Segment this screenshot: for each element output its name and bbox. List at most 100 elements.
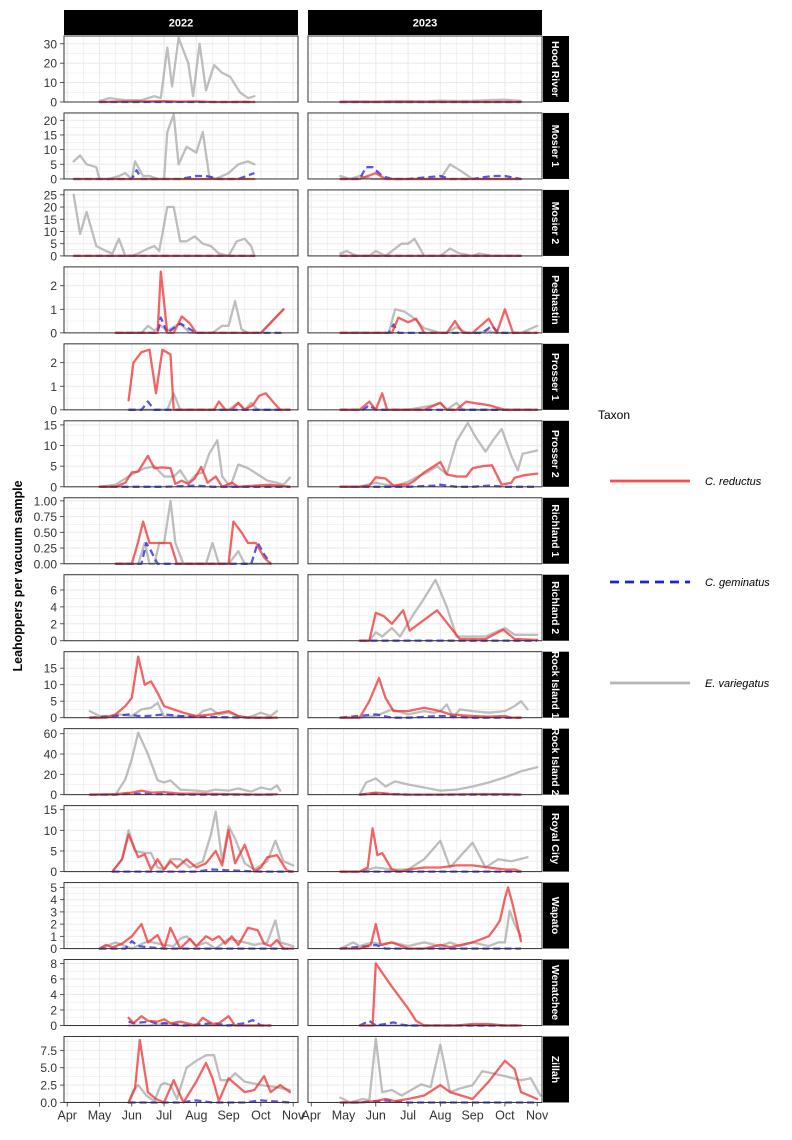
series-line-reductus bbox=[339, 460, 539, 488]
panel bbox=[307, 497, 543, 565]
series-line-reductus bbox=[98, 454, 292, 488]
panel bbox=[63, 497, 299, 565]
panel bbox=[307, 805, 543, 873]
panel-background bbox=[64, 1036, 298, 1103]
panel bbox=[307, 1035, 543, 1104]
y-tick-label: 4 bbox=[50, 600, 57, 614]
panel-border bbox=[63, 805, 299, 873]
site-strip bbox=[543, 959, 569, 1026]
x-tick-label: Apr bbox=[58, 1108, 77, 1122]
panel-border bbox=[307, 35, 543, 103]
y-tick-label: 0.25 bbox=[34, 542, 58, 556]
panel-background bbox=[308, 112, 542, 179]
y-tick-label: 15 bbox=[44, 418, 58, 432]
series-line-geminatus bbox=[340, 483, 538, 488]
panel bbox=[307, 882, 543, 950]
y-tick-label: 2 bbox=[50, 279, 57, 293]
panel-background bbox=[308, 1036, 542, 1103]
y-tick-label: 2 bbox=[50, 617, 57, 631]
y-tick-label: 0.0 bbox=[40, 1096, 57, 1110]
y-tick-label: 10 bbox=[44, 824, 58, 838]
series-line-reductus bbox=[358, 962, 523, 1027]
series-line-variegatus bbox=[98, 439, 292, 488]
site-strip-label: Rock Island 2 bbox=[549, 728, 561, 796]
site-strip bbox=[543, 497, 569, 564]
y-tick-label: 0 bbox=[50, 634, 57, 648]
legend-title: Taxon bbox=[598, 408, 630, 422]
series-line-reductus bbox=[358, 609, 539, 642]
legend-label-variegatus: E. variegatus bbox=[705, 678, 770, 690]
panel bbox=[63, 882, 299, 950]
y-tick-label: 0 bbox=[50, 865, 57, 879]
series-line-reductus bbox=[339, 676, 523, 719]
y-tick-label: 0 bbox=[50, 711, 57, 725]
strip-labels: 2022 2023 Hood River Mosier 1 Mosier 2 Peshas… bbox=[64, 10, 569, 1103]
site-strip-label: Wapato bbox=[549, 897, 561, 935]
x-tick-label: Nov bbox=[282, 1108, 305, 1122]
site-strip bbox=[543, 574, 569, 641]
x-tick-label: Jun bbox=[366, 1108, 386, 1122]
y-tick-label: 2.5 bbox=[40, 1079, 57, 1093]
y-tick-label: 1 bbox=[50, 303, 57, 317]
series-line-variegatus bbox=[358, 766, 539, 796]
y-tick-label: 0 bbox=[50, 249, 57, 263]
site-strip-label: Richland 2 bbox=[549, 581, 561, 634]
y-tick-label: 0.00 bbox=[34, 557, 58, 571]
series-line-variegatus bbox=[358, 578, 539, 642]
panel bbox=[63, 343, 299, 411]
panel bbox=[307, 112, 543, 181]
series-line-variegatus bbox=[111, 810, 295, 873]
y-tick-label: 10 bbox=[44, 439, 58, 453]
site-strip-label: Peshastin bbox=[549, 275, 561, 325]
panel-background bbox=[64, 266, 298, 333]
y-tick-label: 5 bbox=[50, 237, 57, 251]
x-tick-label: Jul bbox=[156, 1108, 172, 1122]
panel-border bbox=[307, 805, 543, 873]
y-tick-label: 0 bbox=[50, 96, 57, 110]
series-line-variegatus bbox=[339, 700, 529, 719]
y-tick-label: 10 bbox=[44, 225, 58, 239]
y-tick-label: 5 bbox=[50, 460, 57, 474]
site-strip-label: Rock Island 1 bbox=[549, 651, 561, 719]
panel-border bbox=[307, 343, 543, 411]
y-tick-label: 20 bbox=[44, 57, 58, 71]
panel-border bbox=[307, 1035, 543, 1103]
panel bbox=[307, 574, 543, 642]
y-tick-label: 0 bbox=[50, 480, 57, 494]
panel-border bbox=[63, 35, 299, 103]
x-tick-label: Jul bbox=[400, 1108, 416, 1122]
panel bbox=[307, 959, 543, 1027]
panel-border bbox=[63, 189, 299, 257]
site-strip-label: Prosser 1 bbox=[549, 353, 561, 401]
legend: Taxon C. reductus C. geminatus E. variegat… bbox=[598, 408, 770, 690]
y-tick-label: 15 bbox=[44, 662, 58, 676]
panel bbox=[63, 189, 299, 258]
site-strip-label: Mosier 1 bbox=[549, 125, 561, 168]
y-tick-label: 40 bbox=[44, 748, 58, 762]
y-tick-label: 25 bbox=[44, 188, 58, 202]
series-line-reductus bbox=[339, 392, 539, 411]
site-strip-label: Royal City bbox=[549, 813, 561, 865]
panel-border bbox=[307, 112, 543, 180]
x-tick-label: May bbox=[88, 1108, 112, 1122]
y-tick-label: 3 bbox=[50, 905, 57, 919]
y-tick-label: 1.00 bbox=[34, 494, 58, 508]
panel-border bbox=[63, 112, 299, 180]
series-line-geminatus bbox=[115, 541, 272, 565]
y-tick-label: 0 bbox=[50, 326, 57, 340]
site-strip-label: Richland 1 bbox=[549, 504, 561, 557]
series-line-reductus bbox=[127, 1038, 292, 1104]
panel-grid bbox=[63, 35, 543, 1104]
x-tick-label: Sep bbox=[461, 1108, 483, 1122]
site-strip-label: Prosser 2 bbox=[549, 430, 561, 478]
panel-border bbox=[307, 651, 543, 719]
panel-background bbox=[308, 728, 542, 795]
series-line-reductus bbox=[339, 1059, 539, 1104]
site-strip-label: Hood River bbox=[549, 41, 561, 97]
panel bbox=[307, 189, 543, 258]
y-tick-label: 1 bbox=[50, 380, 57, 394]
panel bbox=[63, 728, 299, 796]
panel bbox=[63, 959, 299, 1027]
panel-border bbox=[307, 266, 543, 334]
